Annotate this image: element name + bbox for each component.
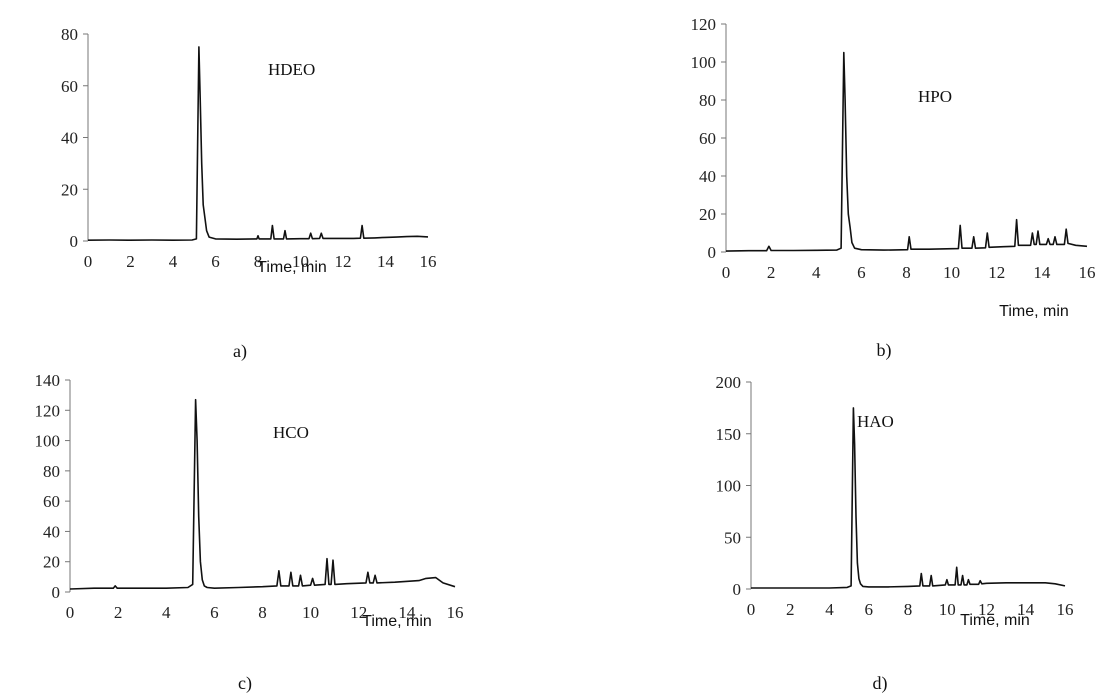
series-line-0 [725, 51, 1088, 252]
x-tick-label: 2 [126, 252, 135, 271]
x-tick-label: 16 [1079, 263, 1096, 282]
series-line-0 [87, 46, 429, 241]
series-line-0 [751, 407, 1066, 589]
x-tick-label: 16 [1057, 600, 1074, 619]
y-tick-label: 80 [43, 462, 60, 481]
x-tick-label: 4 [162, 603, 171, 622]
y-tick-label: 0 [52, 583, 61, 602]
x-axis-label: Time, min [257, 259, 327, 276]
y-tick-label: 60 [43, 492, 60, 511]
x-axis-label: Time, min [960, 612, 1030, 629]
panel-caption: c) [238, 673, 252, 693]
chart-title: HDEO [268, 60, 315, 79]
x-tick-label: 4 [825, 600, 834, 619]
y-tick-label: 0 [733, 580, 742, 599]
x-tick-label: 10 [302, 603, 319, 622]
x-tick-label: 6 [210, 603, 219, 622]
panel-caption: a) [233, 341, 247, 362]
y-tick-label: 100 [716, 477, 742, 496]
x-axis-label: Time, min [362, 613, 432, 630]
x-tick-label: 0 [747, 600, 756, 619]
y-tick-label: 200 [716, 373, 742, 392]
chart-panel-a: 0 20 40 60 80 0 2 4 6 8 10 12 14 16 HDEO Time, min a) [61, 25, 437, 362]
x-tick-label: 14 [1017, 600, 1035, 619]
x-tick-label: 6 [211, 252, 220, 271]
y-tick-label: 0 [708, 243, 717, 262]
x-tick-label: 16 [447, 603, 464, 622]
x-tick-label: 10 [292, 252, 309, 271]
chart-title: HCO [273, 423, 309, 442]
x-tick-label: 12 [350, 603, 367, 622]
x-tick-label: 14 [1033, 263, 1051, 282]
x-tick-label: 4 [169, 252, 178, 271]
x-tick-label: 4 [812, 263, 821, 282]
x-tick-label: 10 [939, 600, 956, 619]
y-tick-label: 40 [61, 129, 78, 148]
y-tick-label: 100 [691, 53, 717, 72]
y-tick-label: 20 [61, 180, 78, 199]
chart-title: HPO [918, 87, 952, 106]
chart-panel-d: 0 50 100 150 200 0 2 4 6 8 10 12 14 16 HAO Time, min d) [716, 373, 1074, 693]
chart-title: HAO [857, 412, 894, 431]
x-tick-label: 0 [84, 252, 93, 271]
x-tick-label: 6 [857, 263, 866, 282]
x-tick-label: 2 [767, 263, 776, 282]
x-tick-label: 12 [988, 263, 1005, 282]
x-tick-label: 2 [786, 600, 795, 619]
x-axis-label: Time, min [999, 303, 1069, 320]
y-tick-label: 0 [70, 232, 79, 251]
panel-caption: d) [873, 673, 888, 693]
x-tick-label: 14 [377, 252, 395, 271]
x-tick-label: 8 [258, 603, 267, 622]
x-tick-label: 14 [398, 603, 416, 622]
y-tick-label: 120 [35, 401, 61, 420]
y-tick-label: 80 [61, 25, 78, 44]
x-tick-label: 8 [902, 263, 911, 282]
y-tick-label: 100 [35, 432, 61, 451]
x-tick-label: 0 [722, 263, 731, 282]
x-tick-label: 16 [420, 252, 437, 271]
x-tick-label: 0 [66, 603, 75, 622]
x-tick-label: 12 [978, 600, 995, 619]
chart-panel-c: 0 20 40 60 80 100 120 140 0 2 4 6 8 10 12 14 16 HCO Time, … [35, 371, 464, 693]
y-tick-label: 20 [699, 205, 716, 224]
y-tick-label: 150 [716, 425, 742, 444]
y-tick-label: 40 [43, 522, 60, 541]
y-tick-label: 20 [43, 553, 60, 572]
x-tick-label: 8 [254, 252, 263, 271]
series-line-0 [69, 398, 456, 590]
y-tick-label: 60 [61, 77, 78, 96]
y-tick-label: 80 [699, 91, 716, 110]
panel-caption: b) [877, 340, 892, 361]
y-tick-label: 120 [691, 15, 717, 34]
y-tick-label: 40 [699, 167, 716, 186]
x-tick-label: 6 [865, 600, 874, 619]
x-tick-label: 10 [943, 263, 960, 282]
chart-panel-b: 0 20 40 60 80 100 120 0 2 4 6 8 10 12 14 16 HPO Time, min… [691, 15, 1096, 361]
y-tick-label: 50 [724, 528, 741, 547]
x-tick-label: 12 [335, 252, 352, 271]
y-tick-label: 60 [699, 129, 716, 148]
x-tick-label: 8 [904, 600, 913, 619]
x-tick-label: 2 [114, 603, 123, 622]
y-tick-label: 140 [35, 371, 61, 390]
